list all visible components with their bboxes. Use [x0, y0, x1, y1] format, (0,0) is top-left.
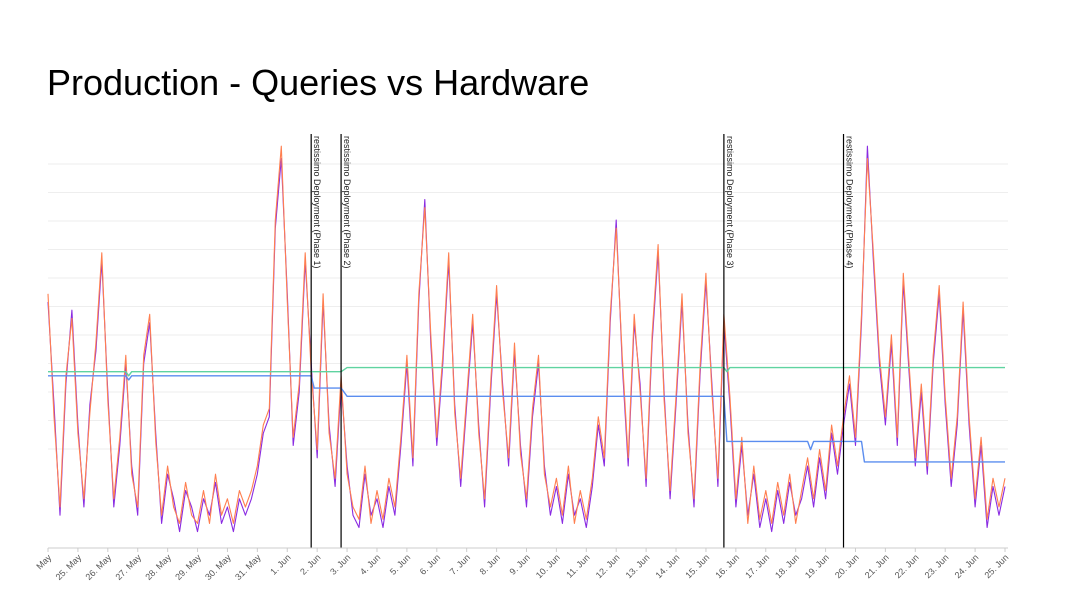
x-tick-label: May	[34, 552, 53, 571]
x-tick-label: 12. Jun	[594, 552, 622, 580]
x-tick-label: 20. Jun	[833, 552, 861, 580]
x-tick-label: 11. Jun	[564, 552, 591, 579]
series-line-4	[48, 366, 1005, 377]
grid-lines	[48, 163, 1008, 450]
x-tick-label: 8. Jun	[478, 552, 502, 576]
series-layer	[47, 145, 1006, 533]
x-tick-label: 7. Jun	[448, 552, 472, 576]
x-tick-label: 15. Jun	[683, 552, 711, 580]
annotation-label-2: restissimo Deployment (Phase 2)	[342, 136, 352, 269]
x-tick-label: 27. May	[113, 552, 143, 582]
x-tick-label: 3. Jun	[328, 552, 352, 576]
annotation-layer: restissimo Deployment (Phase 1) restissim…	[310, 134, 855, 548]
x-tick-label: 2. Jun	[298, 552, 322, 576]
x-tick-label: 5. Jun	[388, 552, 412, 576]
annotation-label-3: restissimo Deployment (Phase 3)	[725, 136, 735, 269]
x-tick-label: 1. Jun	[268, 552, 292, 576]
x-tick-label: 25. Jun	[982, 552, 1010, 580]
x-tick-label: 16. Jun	[713, 552, 741, 580]
x-tick-label: 28. May	[143, 552, 173, 582]
annotation-label-4: restissimo Deployment (Phase 4)	[845, 136, 855, 269]
x-tick-label: 23. Jun	[923, 552, 951, 580]
x-axis: May 25. May 26. May 27. May 28. May 29. May 30…	[34, 547, 1010, 582]
series-line-2	[47, 145, 1006, 524]
x-tick-label: 24. Jun	[953, 552, 981, 580]
x-tick-label: 14. Jun	[653, 552, 681, 580]
x-tick-label: 18. Jun	[773, 552, 801, 580]
x-tick-label: 29. May	[173, 552, 203, 582]
x-tick-label: 19. Jun	[803, 552, 831, 580]
x-tick-label: 9. Jun	[508, 552, 532, 576]
x-tick-label: 10. Jun	[534, 552, 562, 580]
x-tick-label: 4. Jun	[358, 552, 382, 576]
x-tick-label: 22. Jun	[893, 552, 921, 580]
x-tick-label: 31. May	[233, 552, 263, 582]
x-tick-label: 30. May	[203, 552, 233, 582]
x-tick-label: 26. May	[84, 552, 114, 582]
series-line-1	[47, 145, 1006, 533]
slide-title: Production - Queries vs Hardware	[47, 62, 590, 103]
x-tick-label: 17. Jun	[743, 552, 771, 580]
x-tick-label: 25. May	[54, 552, 84, 582]
x-tick-label: 21. Jun	[863, 552, 891, 580]
x-tick-label: 6. Jun	[418, 552, 442, 576]
annotation-label-1: restissimo Deployment (Phase 1)	[312, 136, 322, 269]
x-tick-label: 13. Jun	[624, 552, 652, 580]
